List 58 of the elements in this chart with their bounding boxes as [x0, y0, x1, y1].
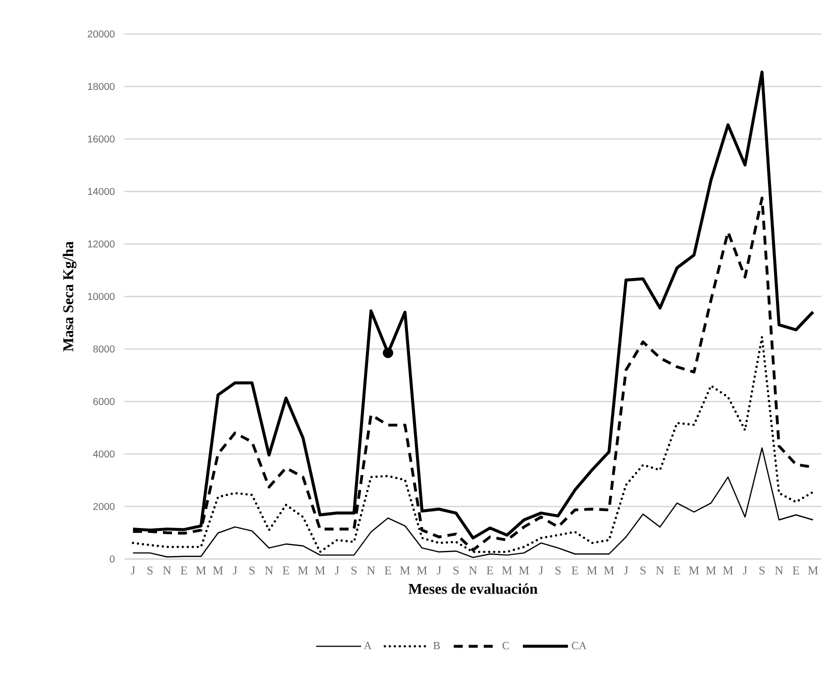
x-tick-label: M [587, 566, 597, 574]
x-axis-title: Meses de evaluación [408, 583, 538, 594]
x-tick-label: S [555, 566, 561, 575]
x-tick-label: J [232, 566, 238, 574]
x-tick-label: M [604, 566, 614, 574]
y-tick-label: 8000 [93, 345, 115, 353]
x-tick-label: J [436, 566, 442, 574]
x-tick-label: M [400, 566, 410, 574]
y-tick-label: 2000 [93, 502, 115, 510]
y-tick-label: 0 [110, 555, 115, 563]
x-tick-label: S [147, 566, 153, 575]
x-tick-label: S [640, 566, 646, 575]
y-tick-label: 18000 [88, 82, 115, 90]
x-tick-label: M [196, 566, 206, 574]
x-tick-label: S [759, 566, 765, 575]
x-tick-label: E [792, 566, 800, 574]
x-tick-label: E [282, 566, 290, 574]
x-tick-label: N [469, 566, 478, 574]
x-tick-label: J [334, 566, 340, 574]
x-tick-label: E [572, 566, 578, 574]
x-tick-label: M [502, 566, 512, 574]
legend-label: A [364, 642, 372, 650]
y-tick-label: 14000 [88, 188, 115, 196]
x-tick-label: M [723, 566, 733, 574]
x-tick-label: M [298, 566, 308, 574]
y-tick-label: 16000 [88, 135, 115, 143]
x-tick-label: M [706, 566, 716, 574]
x-tick-label: N [656, 566, 664, 574]
x-tick-label: M [417, 566, 427, 574]
x-tick-label: S [453, 566, 459, 575]
x-tick-label: M [689, 566, 699, 574]
x-tick-label: N [367, 566, 376, 574]
y-tick-label: 4000 [93, 450, 115, 458]
x-tick-label: M [213, 566, 223, 574]
x-tick-label: E [180, 566, 188, 574]
x-tick-label: J [538, 566, 544, 574]
x-tick-label: M [519, 566, 529, 574]
x-tick-label: M [315, 566, 325, 574]
y-axis-title: Masa Seca Kg/ha [62, 241, 76, 352]
legend-label: C [502, 642, 509, 650]
x-tick-label: J [130, 566, 136, 574]
x-tick-label: N [265, 566, 274, 574]
legend-label: CA [572, 642, 587, 650]
y-tick-label: 10000 [88, 292, 115, 300]
y-tick-label: 12000 [88, 240, 115, 248]
x-tick-label: S [351, 566, 357, 575]
x-tick-label: E [486, 566, 494, 574]
x-tick-label: E [384, 566, 392, 574]
x-tick-label: J [624, 566, 628, 574]
x-tick-label: N [775, 566, 784, 574]
y-tick-label: 6000 [93, 398, 115, 406]
x-tick-label: M [808, 566, 818, 574]
x-tick-label: S [249, 566, 255, 575]
y-tick-label: 20000 [88, 30, 115, 38]
legend-label: B [433, 642, 440, 650]
x-tick-label: J [742, 566, 748, 574]
x-tick-label: E [674, 566, 680, 574]
x-tick-label: N [163, 566, 172, 574]
